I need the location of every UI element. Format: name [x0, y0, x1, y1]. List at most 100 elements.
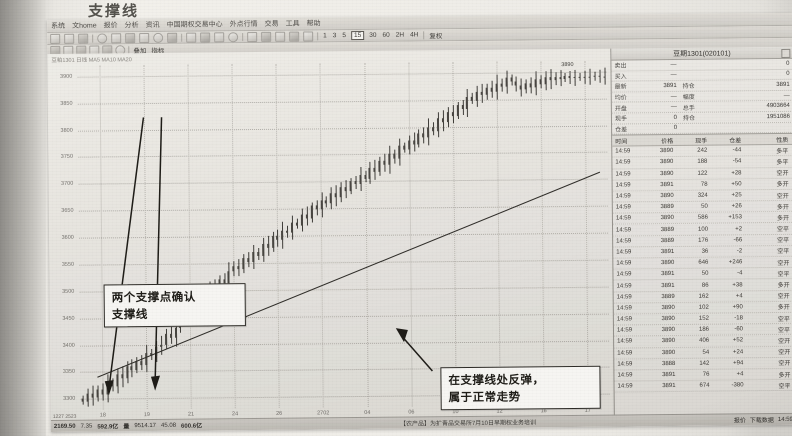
- forward-icon[interactable]: [64, 33, 75, 44]
- cell-price: 3890: [661, 304, 675, 311]
- candle-body: [480, 91, 483, 96]
- cell-time: 14:59: [616, 327, 633, 334]
- cell-price: 3889: [660, 204, 674, 211]
- candle-body: [529, 82, 532, 88]
- menu-item-file[interactable]: 文home: [72, 22, 97, 30]
- quote-summary-key: 最新: [614, 84, 627, 92]
- candle-body: [96, 389, 99, 398]
- candle-body: [373, 167, 376, 172]
- home-icon[interactable]: [97, 32, 108, 44]
- calendar-week-icon[interactable]: [275, 31, 286, 42]
- cell-time: 14:59: [616, 271, 632, 278]
- candle-body: [412, 140, 415, 145]
- y-axis-tick-label: 3900: [59, 73, 73, 80]
- person-icon[interactable]: [214, 31, 225, 42]
- candle-body: [266, 243, 269, 248]
- menu-item-trade[interactable]: 交易: [264, 20, 279, 28]
- alert-icon[interactable]: [228, 31, 239, 42]
- candle-body: [446, 111, 449, 123]
- quote-list-icon[interactable]: [125, 32, 136, 43]
- y-axis-tick-label: 3550: [61, 261, 75, 268]
- period-15-selected[interactable]: 15: [350, 30, 365, 41]
- status-message: 【农产品】为扩青品交易所7月10日早期权业务培训: [399, 420, 536, 428]
- quote-summary-value: —: [670, 104, 677, 111]
- candle-body: [461, 105, 464, 110]
- menu-item-quote[interactable]: 报价: [103, 22, 118, 30]
- period-30[interactable]: 30: [369, 31, 377, 39]
- period-3[interactable]: 3: [332, 32, 337, 40]
- menu-item-system[interactable]: 系统: [51, 22, 66, 30]
- period-2h[interactable]: 2H: [395, 31, 405, 39]
- candle-body: [383, 160, 386, 165]
- cell-oi-change: -60: [734, 326, 744, 333]
- cell-price: 3891: [661, 271, 675, 278]
- candle-body: [524, 82, 527, 90]
- candle-body: [519, 85, 522, 90]
- cell-oi-change: +90: [732, 304, 743, 311]
- cell-time: 14:59: [617, 338, 633, 345]
- candle-body: [422, 133, 425, 138]
- candle-body: [475, 91, 478, 101]
- candle-body: [583, 76, 586, 78]
- menu-item-analysis[interactable]: 分析: [124, 22, 139, 30]
- cell-nature: 多开: [776, 204, 789, 211]
- globe-icon[interactable]: [153, 32, 164, 43]
- cell-volume: 54: [702, 349, 710, 356]
- cell-time: 14:59: [615, 193, 631, 200]
- grid-icon[interactable]: [167, 32, 178, 43]
- menu-item-help[interactable]: 帮助: [306, 20, 321, 28]
- calendar-day-icon[interactable]: [261, 31, 272, 42]
- candle-body: [271, 235, 274, 248]
- period-1[interactable]: 1: [323, 32, 327, 40]
- refresh-icon[interactable]: [78, 33, 89, 44]
- status-right-value[interactable]: 下载数据: [749, 418, 774, 425]
- star-icon[interactable]: [111, 32, 122, 43]
- tick-table-body[interactable]: 14:59 3890 242 -44 多平 14:59 3890 188 -54 多平 14:59 3…: [612, 144, 792, 393]
- quote-summary-value: —: [670, 93, 677, 100]
- cell-oi-change: +4: [736, 371, 744, 378]
- candle-body: [393, 154, 396, 159]
- status-right-time: 14:59: [777, 416, 792, 423]
- toolbar-tail-fuquan[interactable]: 复权: [429, 32, 443, 40]
- back-icon[interactable]: [50, 33, 61, 44]
- calendar-season-icon[interactable]: [303, 30, 314, 42]
- period-60[interactable]: 60: [382, 31, 390, 39]
- cell-nature: 空开: [776, 193, 789, 200]
- cell-oi-change: +246: [728, 259, 743, 266]
- menu-item-external-quotes[interactable]: 外点行情: [229, 20, 258, 29]
- crosshair-icon[interactable]: [186, 32, 197, 43]
- quote-panel: 豆期1301(020101) 卖出 — 0 买入 — 0 最新 3891 持仓 3891 均价 — 幅度…: [610, 46, 792, 427]
- calendar-month-icon[interactable]: [289, 31, 300, 42]
- x-axis-tick-label: 04: [364, 409, 371, 416]
- candle-body: [120, 374, 124, 379]
- candle-body: [417, 133, 420, 145]
- table-row[interactable]: 14:59 3891 674 -380 空平: [614, 379, 792, 393]
- menu-item-news[interactable]: 资讯: [145, 21, 160, 30]
- candle-body: [359, 174, 362, 184]
- status-right-label[interactable]: 报价: [733, 418, 746, 425]
- quote-summary-key: 均价: [614, 95, 627, 102]
- quote-summary-value: —: [670, 61, 677, 68]
- chart-pane[interactable]: 豆粕1301 日线 MA5 MA10 MA20 3900 3850 3800 3750…: [47, 48, 614, 432]
- price-plot-area[interactable]: 3900 3850 3800 3750 3700 3650 3600 3550 3500 3450…: [60, 60, 610, 419]
- close-icon[interactable]: [781, 48, 791, 58]
- period-4h[interactable]: 4H: [410, 31, 419, 39]
- cell-oi-change: +28: [731, 169, 742, 177]
- candle-body: [544, 77, 547, 84]
- quote-summary-value: 0: [673, 125, 678, 132]
- menu-item-exchange-center[interactable]: 中国期权交易中心: [166, 21, 223, 29]
- quote-summary-value2: 0: [786, 60, 790, 67]
- cell-oi-change: +4: [735, 293, 743, 300]
- candle-body: [320, 200, 323, 210]
- candle-body: [456, 105, 459, 116]
- kline-icon[interactable]: [139, 32, 150, 43]
- cell-volume: 102: [698, 304, 709, 311]
- cell-price: 3891: [660, 181, 674, 188]
- pencil-icon[interactable]: [247, 31, 258, 42]
- cell-volume: 162: [698, 293, 709, 300]
- period-5[interactable]: 5: [342, 32, 347, 40]
- quote-summary-key2: 持仓: [682, 116, 696, 123]
- menu-item-tools[interactable]: 工具: [285, 20, 300, 28]
- trendline-icon[interactable]: [200, 31, 211, 43]
- cell-nature: 多开: [776, 215, 789, 222]
